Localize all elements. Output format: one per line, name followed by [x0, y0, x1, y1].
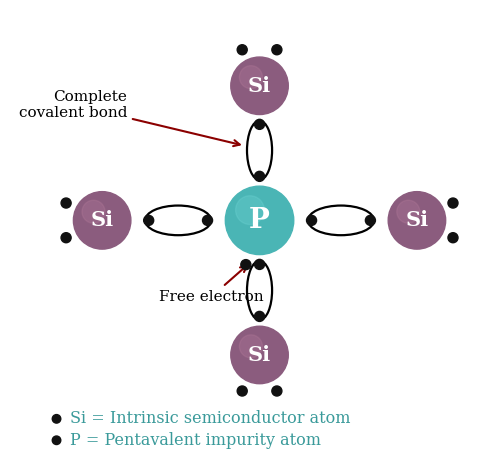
- Text: Complete
covalent bond: Complete covalent bond: [19, 90, 240, 146]
- Circle shape: [388, 192, 446, 249]
- Circle shape: [144, 215, 154, 225]
- Circle shape: [255, 311, 265, 321]
- Circle shape: [231, 326, 288, 384]
- Circle shape: [255, 259, 265, 269]
- Circle shape: [225, 186, 294, 255]
- Circle shape: [237, 45, 247, 55]
- Text: Si: Si: [248, 345, 271, 365]
- Circle shape: [255, 119, 265, 129]
- Circle shape: [306, 215, 316, 225]
- Circle shape: [235, 196, 265, 224]
- Circle shape: [255, 171, 265, 181]
- Circle shape: [61, 233, 71, 243]
- Circle shape: [397, 200, 420, 223]
- Circle shape: [82, 200, 105, 223]
- Text: Free electron: Free electron: [159, 266, 264, 303]
- Circle shape: [73, 192, 131, 249]
- Circle shape: [203, 215, 213, 225]
- Circle shape: [239, 66, 263, 89]
- Circle shape: [52, 436, 61, 444]
- Circle shape: [241, 260, 251, 269]
- Circle shape: [61, 198, 71, 208]
- Circle shape: [272, 45, 282, 55]
- Circle shape: [231, 57, 288, 115]
- Circle shape: [448, 198, 458, 208]
- Circle shape: [52, 414, 61, 423]
- Text: Si: Si: [248, 76, 271, 96]
- Text: P = Pentavalent impurity atom: P = Pentavalent impurity atom: [70, 432, 321, 449]
- Text: Si: Si: [91, 210, 114, 230]
- Circle shape: [239, 335, 263, 358]
- Circle shape: [448, 233, 458, 243]
- Text: Si = Intrinsic semiconductor atom: Si = Intrinsic semiconductor atom: [70, 410, 351, 427]
- Circle shape: [237, 386, 247, 396]
- Circle shape: [272, 386, 282, 396]
- Text: P: P: [249, 207, 270, 234]
- Text: Si: Si: [405, 210, 429, 230]
- Circle shape: [365, 215, 375, 225]
